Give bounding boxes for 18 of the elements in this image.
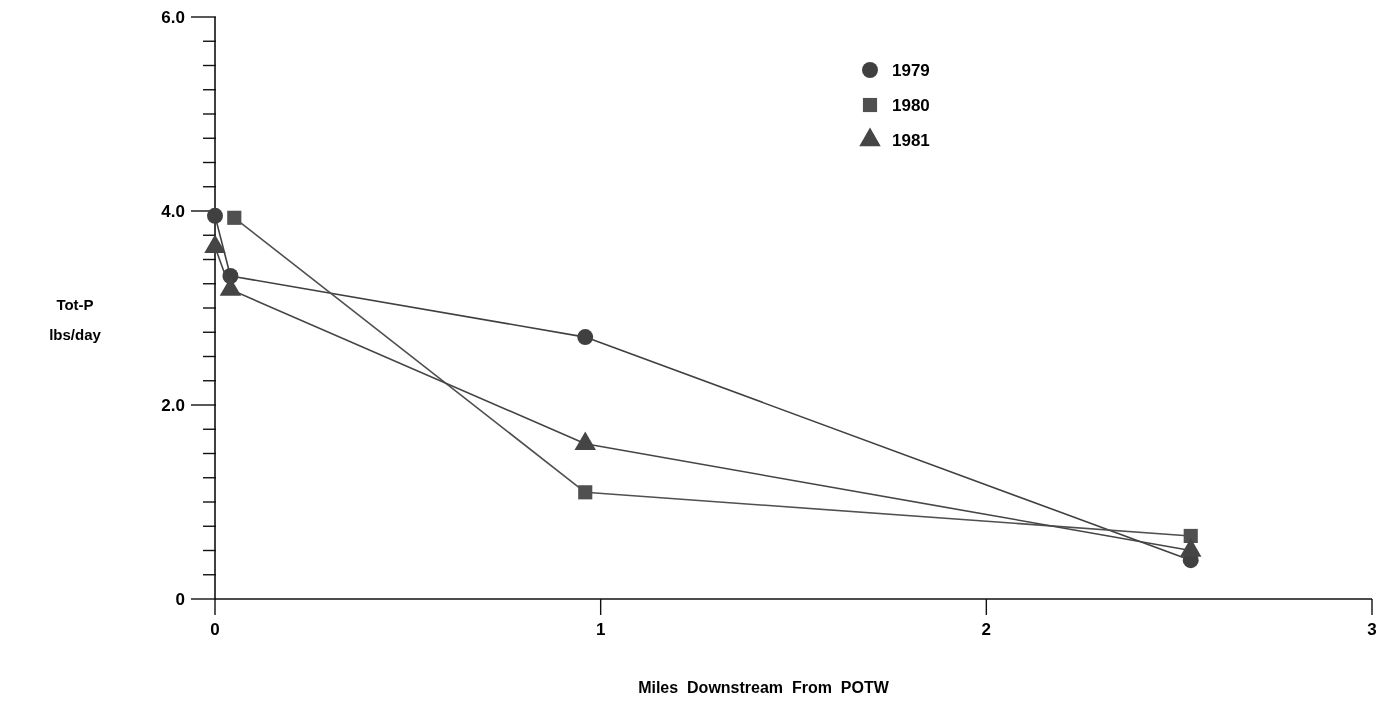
legend-label: 1980 [892,95,930,115]
legend-label: 1979 [892,60,930,80]
y-tick-label: 2.0 [161,395,185,415]
y-tick-label: 4.0 [161,201,185,221]
point [577,329,594,346]
x-tick-label: 1 [595,620,606,639]
point [1183,528,1198,544]
y-tick-label: 6.0 [161,7,185,27]
point [578,485,593,500]
x-tick-label: 3 [1367,620,1377,639]
x-axis-title: Miles Downstream From POTW [638,679,890,696]
legend-label: 1981 [892,130,930,150]
y-tick-label: 0 [175,589,185,609]
point [207,207,223,224]
x-tick-label: 2 [981,620,992,639]
point [227,210,242,225]
y-axis-title: Tot-P lbs/day [49,296,102,343]
x-tick-label: 0 [210,620,220,639]
